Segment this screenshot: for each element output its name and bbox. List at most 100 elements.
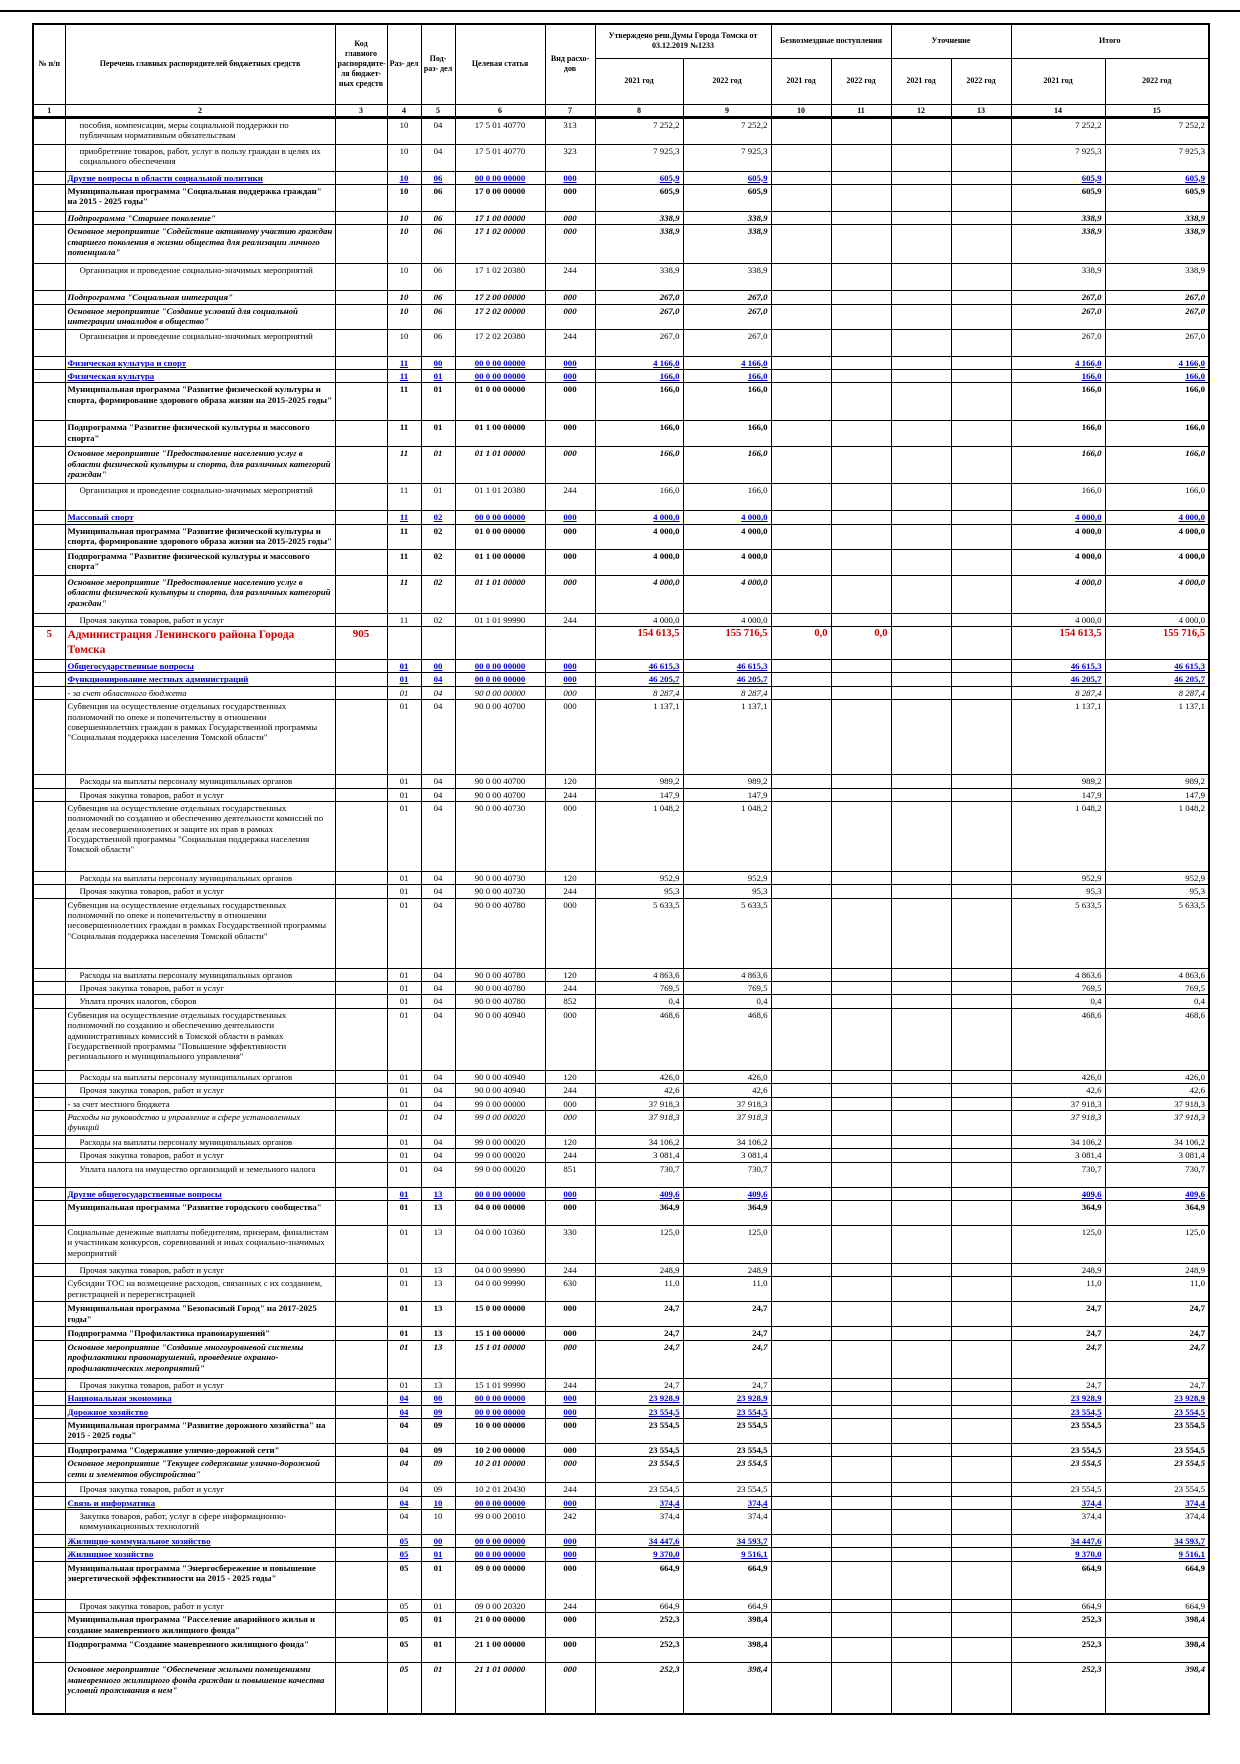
row-num-cell [32, 510, 66, 525]
podrazdel-cell: 04 [420, 685, 456, 701]
name-cell: Субвенция на осуществление отдельных гос… [64, 897, 336, 969]
target-article-cell: 99 0 00 00000 [454, 1096, 546, 1111]
target-article-cell: 10 2 00 00000 [454, 1442, 546, 1458]
gratuitous-2022-cell [830, 483, 892, 512]
row-num-cell [32, 1560, 66, 1600]
target-article-cell: 01 1 00 00000 [454, 420, 546, 448]
name-cell: Основное мероприятие "Текущее содержание… [64, 1456, 336, 1484]
grbs-code-cell [334, 612, 388, 628]
total-2021-cell: 166,0 [1010, 382, 1106, 422]
total-2022-cell: 1 137,1 [1104, 699, 1210, 776]
row-num-cell [32, 1339, 66, 1379]
name-cell: Основное мероприятие "Предоставление нас… [64, 574, 336, 614]
clarification-2021-cell [890, 483, 952, 512]
gratuitous-2022-cell [830, 1495, 892, 1511]
total-2021-cell: 338,9 [1010, 210, 1106, 226]
name-cell: Субсидии ТОС на возмещение расходов, свя… [64, 1276, 336, 1303]
total-2022-cell: 267,0 [1104, 328, 1210, 357]
approved-2021-cell: 4 000,0 [594, 510, 684, 525]
razdel-cell: 11 [386, 510, 422, 525]
total-2022-cell: 409,6 [1104, 1186, 1210, 1202]
total-2022-cell: 24,7 [1104, 1339, 1210, 1379]
razdel-cell: 10 [386, 224, 422, 265]
gratuitous-2022-cell [830, 382, 892, 422]
budget-table: № п/п Перечень главных распорядителей бю… [32, 23, 1211, 1715]
total-2021-cell: 7 925,3 [1010, 143, 1106, 172]
grbs-code-cell [334, 1186, 388, 1202]
col-header-razdel: Раз- дел [386, 23, 422, 105]
approved-2022-cell: 769,5 [682, 980, 772, 996]
grbs-code-cell [334, 884, 388, 899]
gratuitous-2022-cell [830, 1391, 892, 1406]
total-2022-cell: 23 554,5 [1104, 1404, 1210, 1419]
clarification-2022-cell [950, 1442, 1012, 1458]
approved-2021-cell: 166,0 [594, 483, 684, 512]
table-row: Подпрограмма "Развитие физической культу… [32, 548, 1210, 576]
vid-cell: 852 [544, 994, 596, 1009]
clarification-2022-cell [950, 1134, 1012, 1150]
podrazdel-cell: 04 [420, 967, 456, 983]
total-2021-cell: 166,0 [1010, 446, 1106, 485]
approved-2021-cell: 4 000,0 [594, 612, 684, 628]
approved-2022-cell: 664,9 [682, 1560, 772, 1600]
podrazdel-cell: 09 [420, 1417, 456, 1444]
approved-2021-cell: 7 925,3 [594, 143, 684, 172]
gratuitous-2022-cell [830, 1662, 892, 1715]
razdel-cell: 05 [386, 1637, 422, 1664]
gratuitous-2021-cell [770, 672, 832, 687]
vid-cell: 000 [544, 1612, 596, 1639]
razdel-cell: 01 [386, 658, 422, 674]
total-2021-cell: 374,4 [1010, 1509, 1106, 1535]
col-header-podrazdel: Под- раз- дел [420, 23, 456, 105]
total-2021-cell: 23 928,9 [1010, 1391, 1106, 1406]
gratuitous-2022-cell [830, 368, 892, 384]
razdel-cell: 10 [386, 303, 422, 330]
razdel-cell: 01 [386, 1069, 422, 1085]
target-article-cell: 10 0 00 00000 [454, 1417, 546, 1444]
razdel-cell: 05 [386, 1533, 422, 1549]
podrazdel-cell: 13 [420, 1276, 456, 1303]
podrazdel-cell: 04 [420, 1083, 456, 1098]
podrazdel-cell: 01 [420, 1560, 456, 1600]
target-article-cell: 00 0 00 00000 [454, 368, 546, 384]
table-header: № п/п Перечень главных распорядителей бю… [32, 23, 1210, 119]
row-num-cell [32, 1482, 66, 1497]
gratuitous-2022-cell [830, 1482, 892, 1497]
column-number-8: 8 [594, 103, 684, 119]
row-num-cell [32, 523, 66, 550]
clarification-2021-cell [890, 1339, 952, 1379]
name-cell: Подпрограмма "Старшее поколение" [64, 210, 336, 226]
row-num-cell [32, 1186, 66, 1202]
vid-cell: 630 [544, 1276, 596, 1303]
approved-2022-cell: 11,0 [682, 1276, 772, 1303]
gratuitous-2022-cell [830, 574, 892, 614]
approved-2021-cell: 664,9 [594, 1598, 684, 1614]
podrazdel-cell: 02 [420, 574, 456, 614]
target-article-cell: 90 0 00 40940 [454, 1007, 546, 1071]
grbs-code-cell [334, 1096, 388, 1111]
grbs-code-cell [334, 420, 388, 448]
clarification-2022-cell [950, 658, 1012, 674]
approved-2022-cell: 374,4 [682, 1509, 772, 1535]
podrazdel-cell: 04 [420, 884, 456, 899]
approved-2021-cell: 374,4 [594, 1509, 684, 1535]
clarification-2022-cell [950, 1377, 1012, 1393]
total-2022-cell: 46 205,7 [1104, 672, 1210, 687]
table-row: Субвенция на осуществление отдельных гос… [32, 800, 1210, 872]
year-header-total-2022: 2022 год [1104, 57, 1210, 105]
approved-2022-cell: 24,7 [682, 1377, 772, 1393]
podrazdel-cell: 00 [420, 658, 456, 674]
approved-2021-cell: 166,0 [594, 446, 684, 485]
table-row: Прочая закупка товаров, работ и услуг 11 0… [32, 612, 1210, 628]
total-2021-cell: 730,7 [1010, 1161, 1106, 1188]
gratuitous-2022-cell [830, 774, 892, 789]
podrazdel-cell [420, 626, 456, 660]
clarification-2022-cell [950, 1225, 1012, 1264]
grbs-code-cell [334, 1612, 388, 1639]
clarification-2022-cell [950, 483, 1012, 512]
podrazdel-cell: 13 [420, 1186, 456, 1202]
gratuitous-2021-cell [770, 1637, 832, 1664]
total-2022-cell: 338,9 [1104, 224, 1210, 265]
column-number-5: 5 [420, 103, 456, 119]
gratuitous-2021-cell [770, 699, 832, 776]
